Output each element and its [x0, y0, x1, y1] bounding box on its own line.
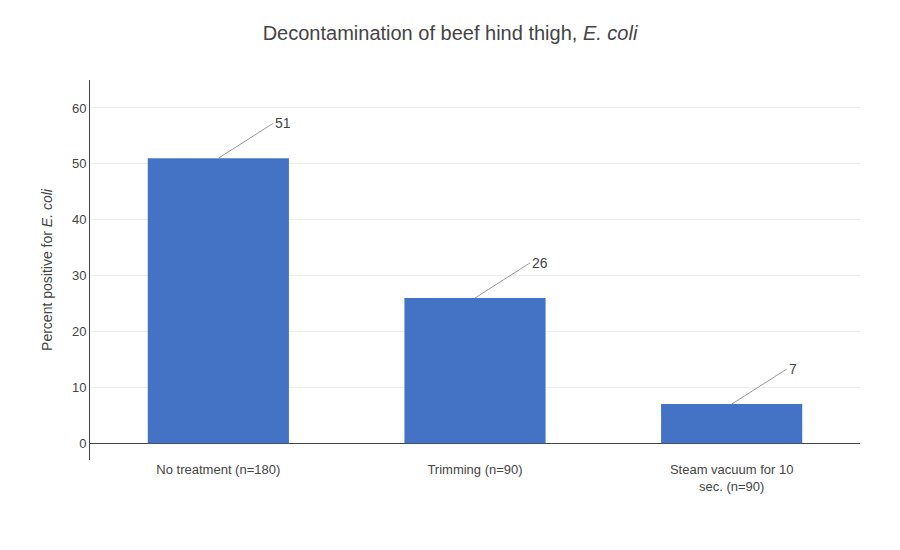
svg-text:10: 10: [72, 380, 86, 395]
svg-text:30: 30: [72, 268, 86, 283]
svg-text:Percent positive for E. coli: Percent positive for E. coli: [39, 188, 55, 351]
svg-text:No treatment (n=180): No treatment (n=180): [156, 462, 280, 477]
svg-text:Trimming (n=90): Trimming (n=90): [427, 462, 522, 477]
svg-text:40: 40: [72, 212, 86, 227]
svg-text:0: 0: [79, 436, 86, 451]
svg-text:20: 20: [72, 324, 86, 339]
svg-text:26: 26: [532, 255, 548, 271]
svg-text:Decontamination of beef hind t: Decontamination of beef hind thigh, E. c…: [263, 22, 638, 44]
svg-text:7: 7: [789, 361, 797, 377]
svg-text:60: 60: [72, 100, 86, 115]
svg-text:51: 51: [275, 115, 291, 131]
svg-text:50: 50: [72, 156, 86, 171]
svg-text:Steam vacuum for 10sec. (n=90): Steam vacuum for 10sec. (n=90): [670, 462, 794, 494]
